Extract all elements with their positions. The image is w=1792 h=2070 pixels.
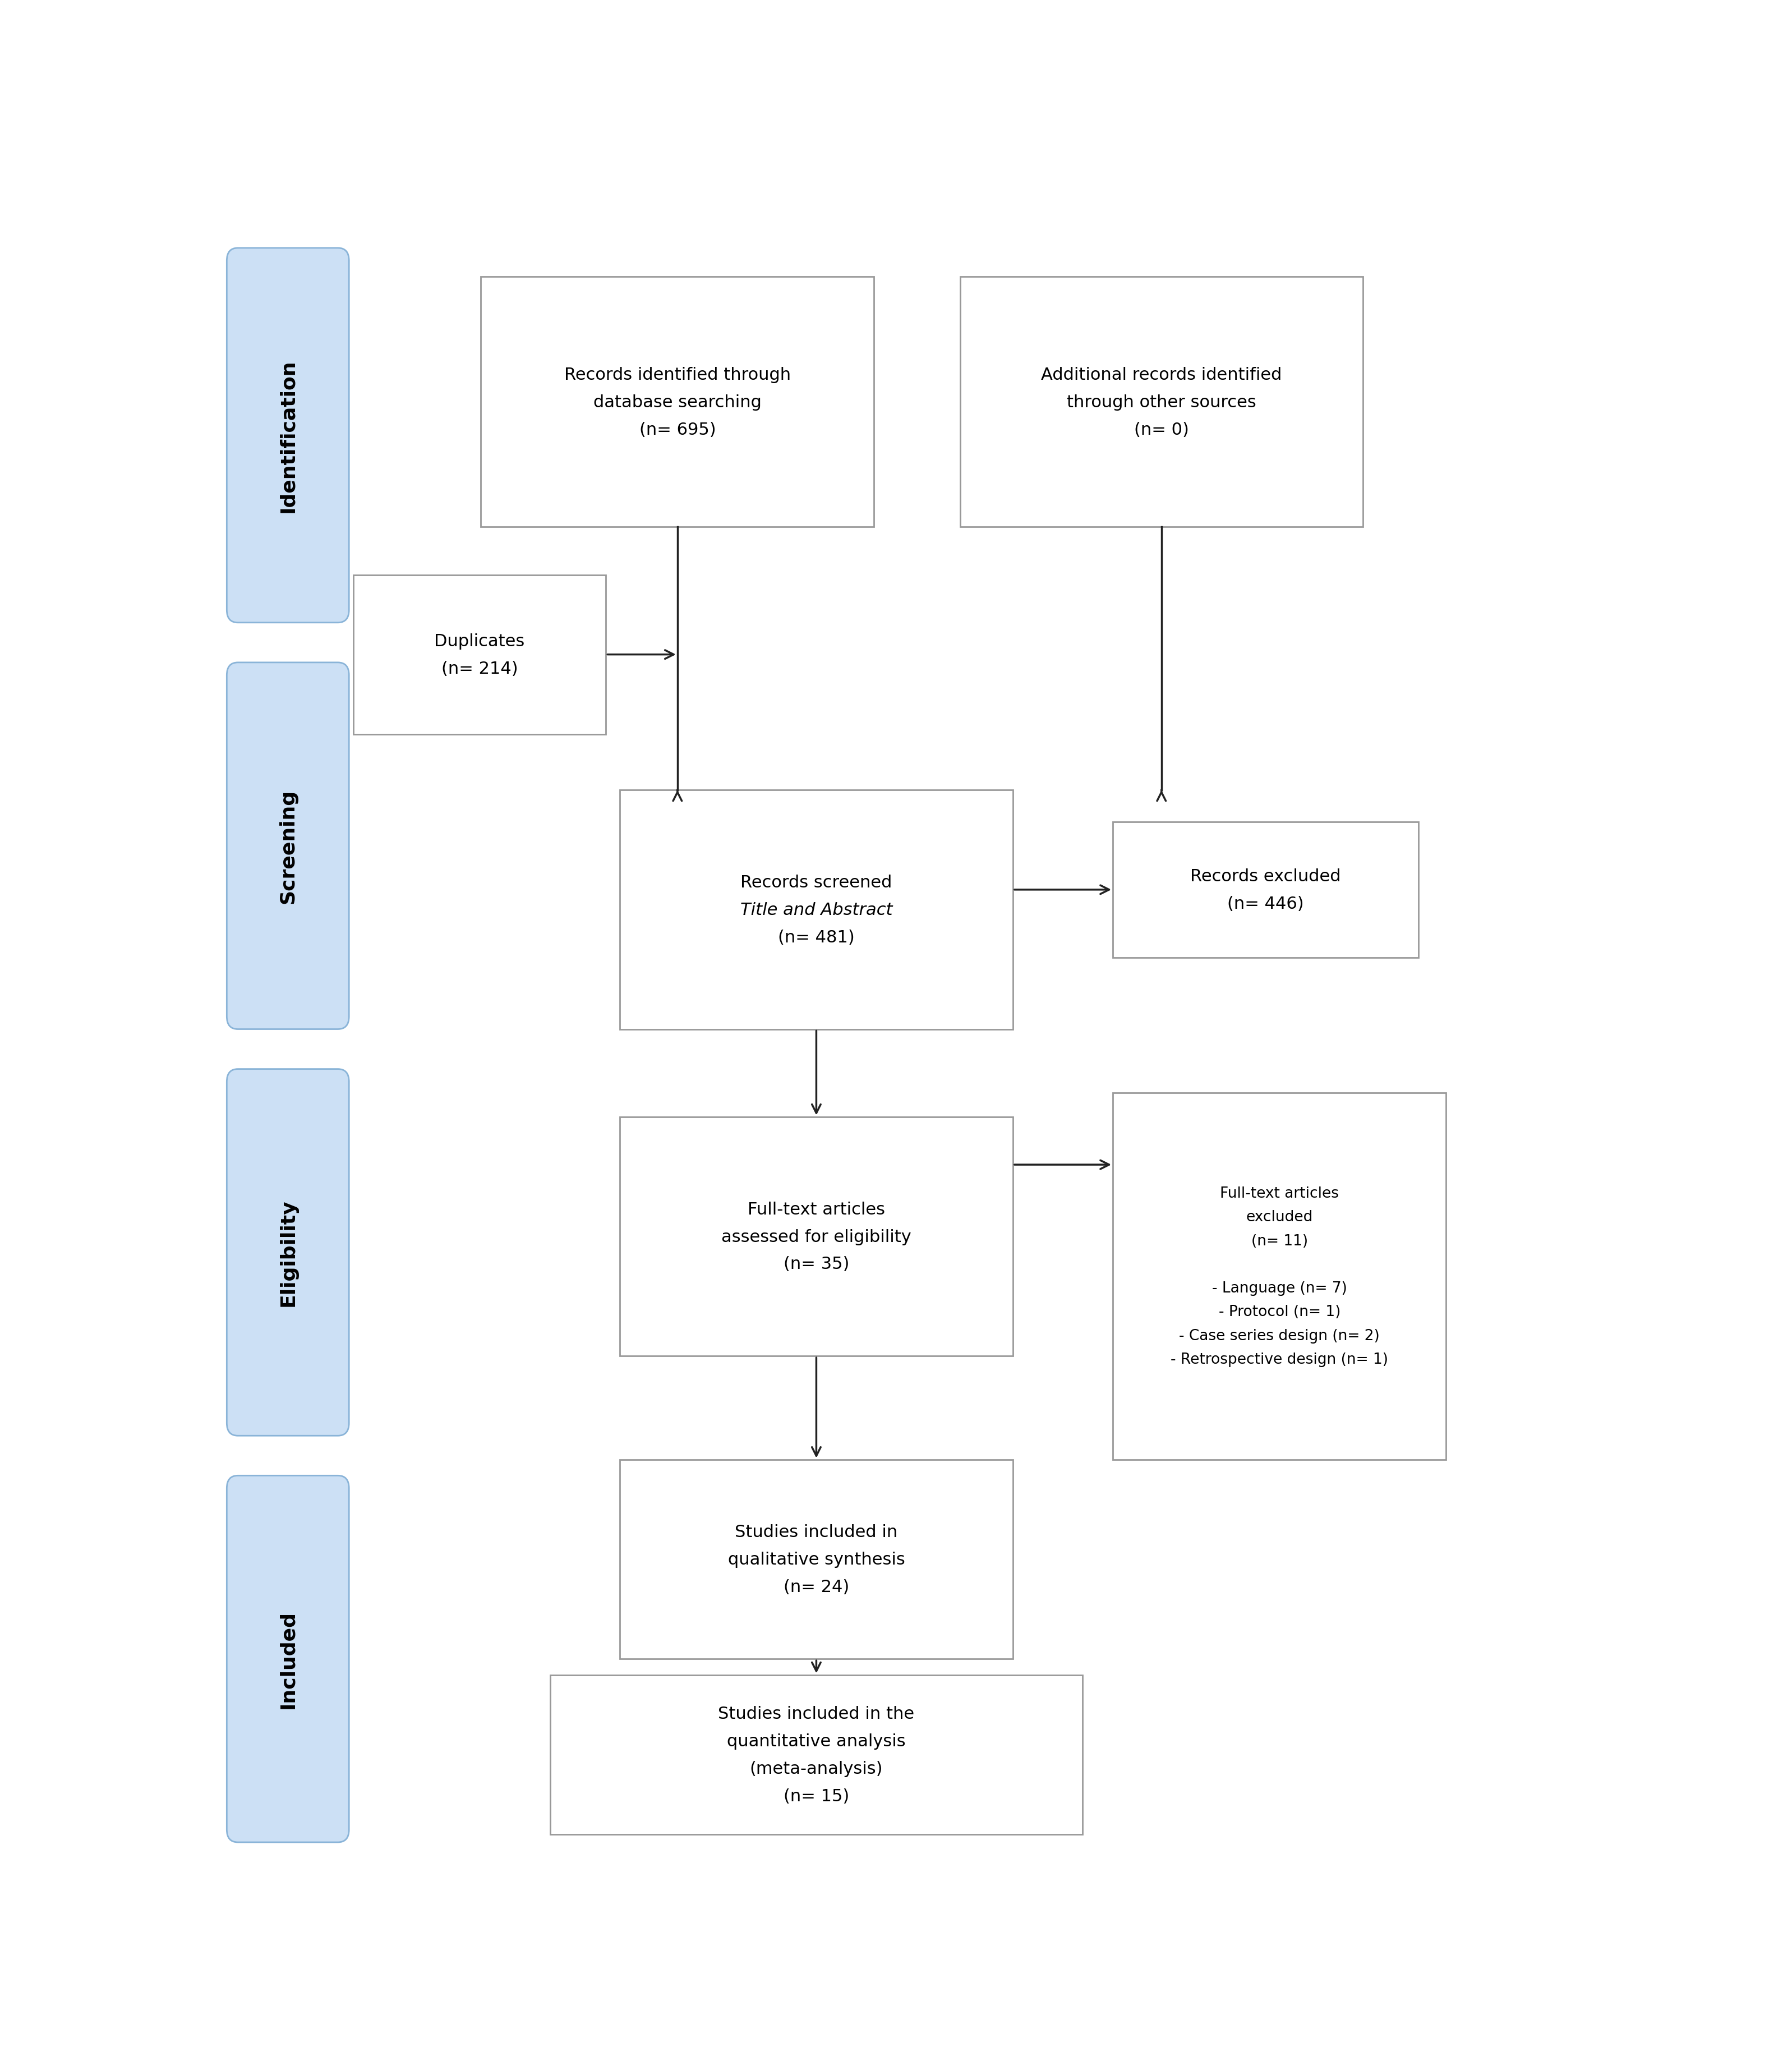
Text: assessed for eligibility: assessed for eligibility bbox=[722, 1228, 912, 1244]
Text: Identification: Identification bbox=[278, 358, 297, 513]
Text: Records screened: Records screened bbox=[740, 874, 892, 890]
Text: (n= 15): (n= 15) bbox=[783, 1788, 849, 1803]
Bar bbox=[1113, 822, 1417, 958]
Text: (n= 24): (n= 24) bbox=[783, 1579, 849, 1594]
Text: (n= 214): (n= 214) bbox=[441, 660, 518, 677]
Text: (n= 446): (n= 446) bbox=[1228, 896, 1305, 911]
Text: (n= 0): (n= 0) bbox=[1134, 422, 1188, 437]
Text: (n= 11): (n= 11) bbox=[1251, 1234, 1308, 1248]
Text: qualitative synthesis: qualitative synthesis bbox=[728, 1550, 905, 1567]
Text: (n= 35): (n= 35) bbox=[783, 1256, 849, 1273]
Text: through other sources: through other sources bbox=[1066, 393, 1256, 410]
Text: Additional records identified: Additional records identified bbox=[1041, 366, 1281, 383]
Text: - Retrospective design (n= 1): - Retrospective design (n= 1) bbox=[1170, 1352, 1389, 1366]
Text: Records identified through: Records identified through bbox=[564, 366, 790, 383]
Bar bbox=[620, 1118, 1012, 1356]
FancyBboxPatch shape bbox=[228, 1070, 349, 1437]
FancyBboxPatch shape bbox=[228, 662, 349, 1029]
Bar bbox=[1113, 1093, 1446, 1459]
Text: Studies included in the: Studies included in the bbox=[719, 1706, 914, 1722]
Text: Full-text articles: Full-text articles bbox=[747, 1201, 885, 1217]
Text: database searching: database searching bbox=[593, 393, 762, 410]
Text: (n= 481): (n= 481) bbox=[778, 929, 855, 946]
Text: Title and Abstract: Title and Abstract bbox=[740, 903, 892, 917]
Text: excluded: excluded bbox=[1245, 1211, 1314, 1225]
FancyBboxPatch shape bbox=[228, 248, 349, 623]
Text: Eligibility: Eligibility bbox=[278, 1199, 297, 1306]
Bar bbox=[620, 1459, 1012, 1658]
Text: - Language (n= 7): - Language (n= 7) bbox=[1211, 1281, 1348, 1296]
Bar bbox=[961, 277, 1362, 528]
Text: - Case series design (n= 2): - Case series design (n= 2) bbox=[1179, 1329, 1380, 1343]
FancyBboxPatch shape bbox=[228, 1476, 349, 1842]
Text: Studies included in: Studies included in bbox=[735, 1524, 898, 1540]
Text: - Protocol (n= 1): - Protocol (n= 1) bbox=[1219, 1304, 1340, 1319]
Text: Full-text articles: Full-text articles bbox=[1220, 1186, 1339, 1201]
Bar bbox=[550, 1675, 1082, 1834]
Text: quantitative analysis: quantitative analysis bbox=[728, 1733, 905, 1749]
Text: Screening: Screening bbox=[278, 789, 297, 903]
Text: Duplicates: Duplicates bbox=[434, 633, 525, 650]
Text: Records excluded: Records excluded bbox=[1190, 867, 1340, 884]
Text: (n= 695): (n= 695) bbox=[640, 422, 715, 437]
Bar bbox=[620, 791, 1012, 1029]
Text: (meta-analysis): (meta-analysis) bbox=[749, 1760, 883, 1776]
Text: Included: Included bbox=[278, 1610, 297, 1708]
Bar bbox=[480, 277, 874, 528]
Bar bbox=[353, 575, 606, 735]
